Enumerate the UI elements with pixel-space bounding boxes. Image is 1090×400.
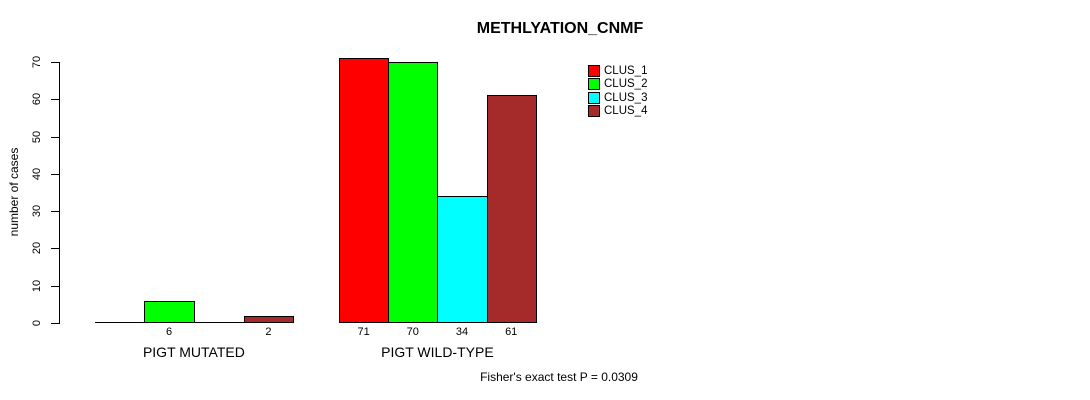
legend-label-clus-1: CLUS_1 [604,65,648,77]
legend-swatch-clus-1 [588,65,600,77]
x-category-label-pigt-wild-type: PIGT WILD-TYPE [381,344,494,360]
legend-swatch-clus-2 [588,78,600,91]
y-axis-tick-label: 0 [31,319,43,327]
bar-zero-clus-1-pigt-mutated [94,322,146,323]
bar-clus-4-pigt-mutated [243,315,295,323]
y-axis-tick [51,61,59,63]
bar-value-label: 2 [265,326,272,338]
legend-swatch-clus-3 [588,91,600,104]
y-axis-tick-label: 60 [31,93,43,106]
y-axis-tick [51,173,59,175]
bar-clus-1-pigt-wild-type [339,58,390,323]
y-axis-tick-label: 30 [31,204,43,218]
y-axis-tick [51,248,59,250]
bar-value-label: 71 [357,326,370,338]
bar-clus-3-pigt-wild-type [437,196,488,323]
legend-item-clus-4: CLUS_4 [588,105,647,118]
y-axis-tick-label: 50 [31,130,43,143]
legend-item-clus-1: CLUS_1 [588,65,647,78]
bar-clus-2-pigt-mutated [144,300,195,323]
y-axis-tick-label: 10 [31,279,43,292]
bar-clus-4-pigt-wild-type [486,95,537,323]
legend-swatch-clus-4 [588,105,600,118]
y-axis-label: number of cases [7,147,21,237]
fisher-test-annotation: Fisher's exact test P = 0.0309 [480,370,638,384]
bar-zero-clus-3-pigt-mutated [193,322,245,323]
legend-label-clus-2: CLUS_2 [604,78,648,91]
y-axis-tick [51,285,59,287]
y-axis-tick [51,211,59,213]
legend-item-clus-3: CLUS_3 [588,91,648,105]
bar-value-label: 61 [505,326,518,338]
y-axis-tick [51,99,59,101]
bar-value-label: 34 [455,326,469,338]
bar-value-label: 6 [165,326,173,338]
y-axis-tick-label: 20 [31,242,43,255]
x-category-label-pigt-mutated: PIGT MUTATED [142,344,245,360]
legend-label-clus-4: CLUS_4 [604,105,648,118]
chart-title: METHLYATION_CNMF [476,20,644,37]
bar-value-label: 70 [406,326,419,338]
y-axis-tick-label: 40 [31,167,43,180]
y-axis-tick [51,136,59,138]
y-axis-line [59,61,60,324]
y-axis-tick-label: 70 [31,55,43,69]
legend-label-clus-3: CLUS_3 [604,91,648,104]
y-axis-tick [51,323,59,324]
legend-item-clus-2: CLUS_2 [588,78,647,91]
bar-clus-2-pigt-wild-type [388,61,439,323]
